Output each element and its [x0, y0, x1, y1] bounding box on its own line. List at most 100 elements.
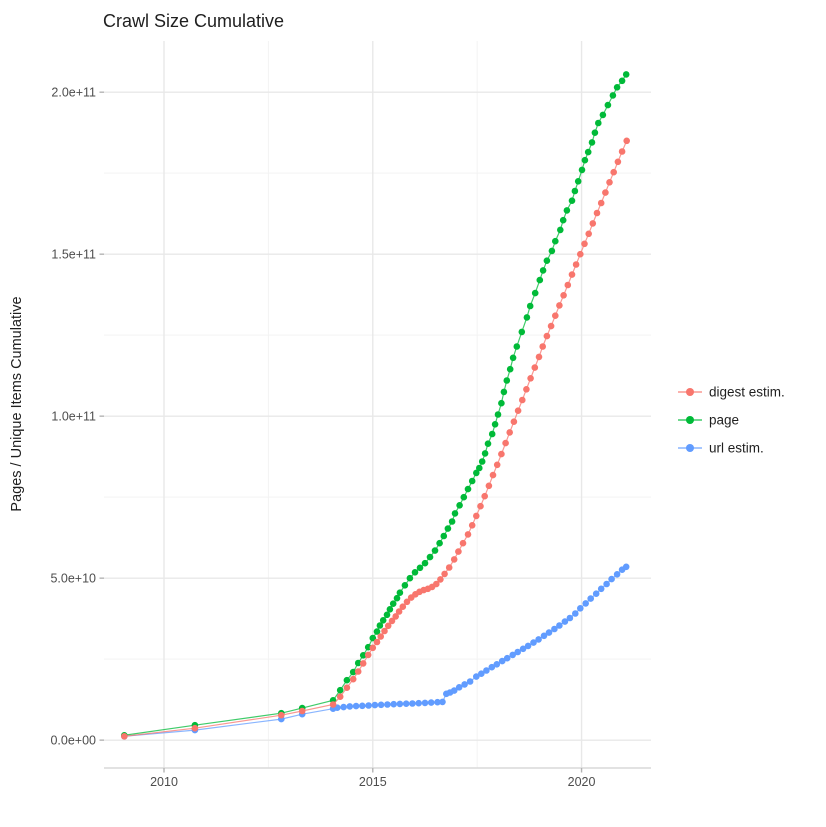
x-tick-label: 2015 — [359, 775, 387, 789]
legend-label: page — [709, 413, 739, 428]
data-point — [588, 139, 596, 146]
data-point — [606, 179, 613, 186]
data-point — [473, 512, 480, 520]
data-point — [434, 698, 441, 706]
series-page — [121, 71, 630, 739]
axis-tick-marks — [99, 91, 583, 773]
data-point — [581, 156, 589, 164]
data-point — [349, 675, 357, 683]
data-point — [377, 633, 385, 640]
data-point — [543, 257, 551, 265]
data-point — [509, 651, 516, 659]
data-point — [510, 418, 518, 426]
data-point — [450, 556, 458, 563]
data-point — [613, 84, 621, 91]
data-point — [373, 628, 381, 635]
data-point — [349, 668, 357, 676]
data-point — [441, 570, 448, 578]
y-axis-title: Pages / Unique Items Cumulative — [9, 296, 25, 511]
data-point — [364, 651, 372, 659]
data-point — [365, 702, 372, 709]
data-point — [585, 230, 592, 238]
data-point — [494, 411, 502, 418]
data-point — [595, 119, 602, 127]
data-point — [444, 525, 452, 532]
data-point — [556, 622, 563, 629]
data-point — [488, 663, 496, 671]
data-point — [399, 603, 407, 610]
data-point — [572, 610, 579, 617]
data-point — [464, 485, 472, 493]
data-point — [411, 569, 419, 576]
y-tick-label: 0.0e+00 — [50, 734, 96, 748]
data-point — [485, 482, 493, 490]
data-point — [548, 247, 556, 255]
data-point — [500, 388, 508, 396]
data-point — [483, 667, 490, 674]
data-point — [298, 707, 306, 715]
data-point — [506, 365, 514, 373]
data-point — [592, 590, 600, 597]
data-point — [388, 617, 396, 625]
data-point — [354, 668, 362, 675]
data-point — [531, 364, 539, 371]
data-point — [531, 289, 539, 297]
data-point — [622, 563, 630, 571]
data-point — [552, 312, 559, 320]
legend-key-point — [686, 388, 694, 396]
data-point — [563, 207, 571, 214]
legend-label: digest estim. — [709, 385, 785, 400]
data-point — [571, 187, 579, 195]
series-digest-estim — [121, 137, 630, 740]
data-point — [466, 678, 474, 685]
legend-label: url estim. — [709, 441, 764, 456]
data-point — [564, 281, 572, 289]
data-point — [346, 703, 354, 710]
data-point — [489, 471, 497, 479]
data-point — [578, 166, 586, 174]
data-point — [572, 261, 580, 268]
data-point — [481, 492, 489, 500]
data-series-layer — [121, 71, 630, 740]
data-point — [401, 582, 409, 589]
data-point — [278, 711, 285, 719]
data-point — [440, 532, 448, 540]
data-point — [455, 684, 463, 691]
data-point — [354, 659, 362, 667]
data-point — [577, 250, 584, 258]
data-point — [498, 657, 506, 665]
data-point — [481, 450, 489, 457]
data-point — [396, 589, 404, 596]
data-point — [352, 702, 360, 710]
data-point — [421, 559, 429, 567]
data-point — [329, 701, 337, 708]
data-point — [618, 148, 626, 155]
data-point — [488, 430, 496, 438]
data-point — [523, 314, 531, 321]
data-point — [540, 632, 548, 640]
data-point — [456, 502, 463, 509]
data-point — [455, 548, 462, 555]
data-point — [426, 553, 434, 561]
legend: digest estim. page url estim. — [678, 385, 785, 456]
data-point — [340, 703, 347, 711]
data-point — [506, 429, 513, 436]
data-point — [415, 699, 423, 707]
data-point — [623, 137, 630, 145]
data-point — [468, 522, 476, 529]
data-point — [622, 71, 630, 78]
data-point — [502, 439, 509, 447]
data-point — [493, 661, 501, 668]
data-point — [608, 575, 615, 583]
data-point — [376, 622, 384, 629]
data-point — [513, 343, 521, 350]
data-point — [390, 700, 398, 708]
data-point — [519, 396, 526, 404]
data-point — [514, 648, 521, 656]
data-point — [476, 464, 483, 472]
data-point — [389, 600, 397, 607]
data-point — [543, 332, 551, 340]
data-point — [591, 129, 599, 136]
data-point — [373, 638, 381, 646]
